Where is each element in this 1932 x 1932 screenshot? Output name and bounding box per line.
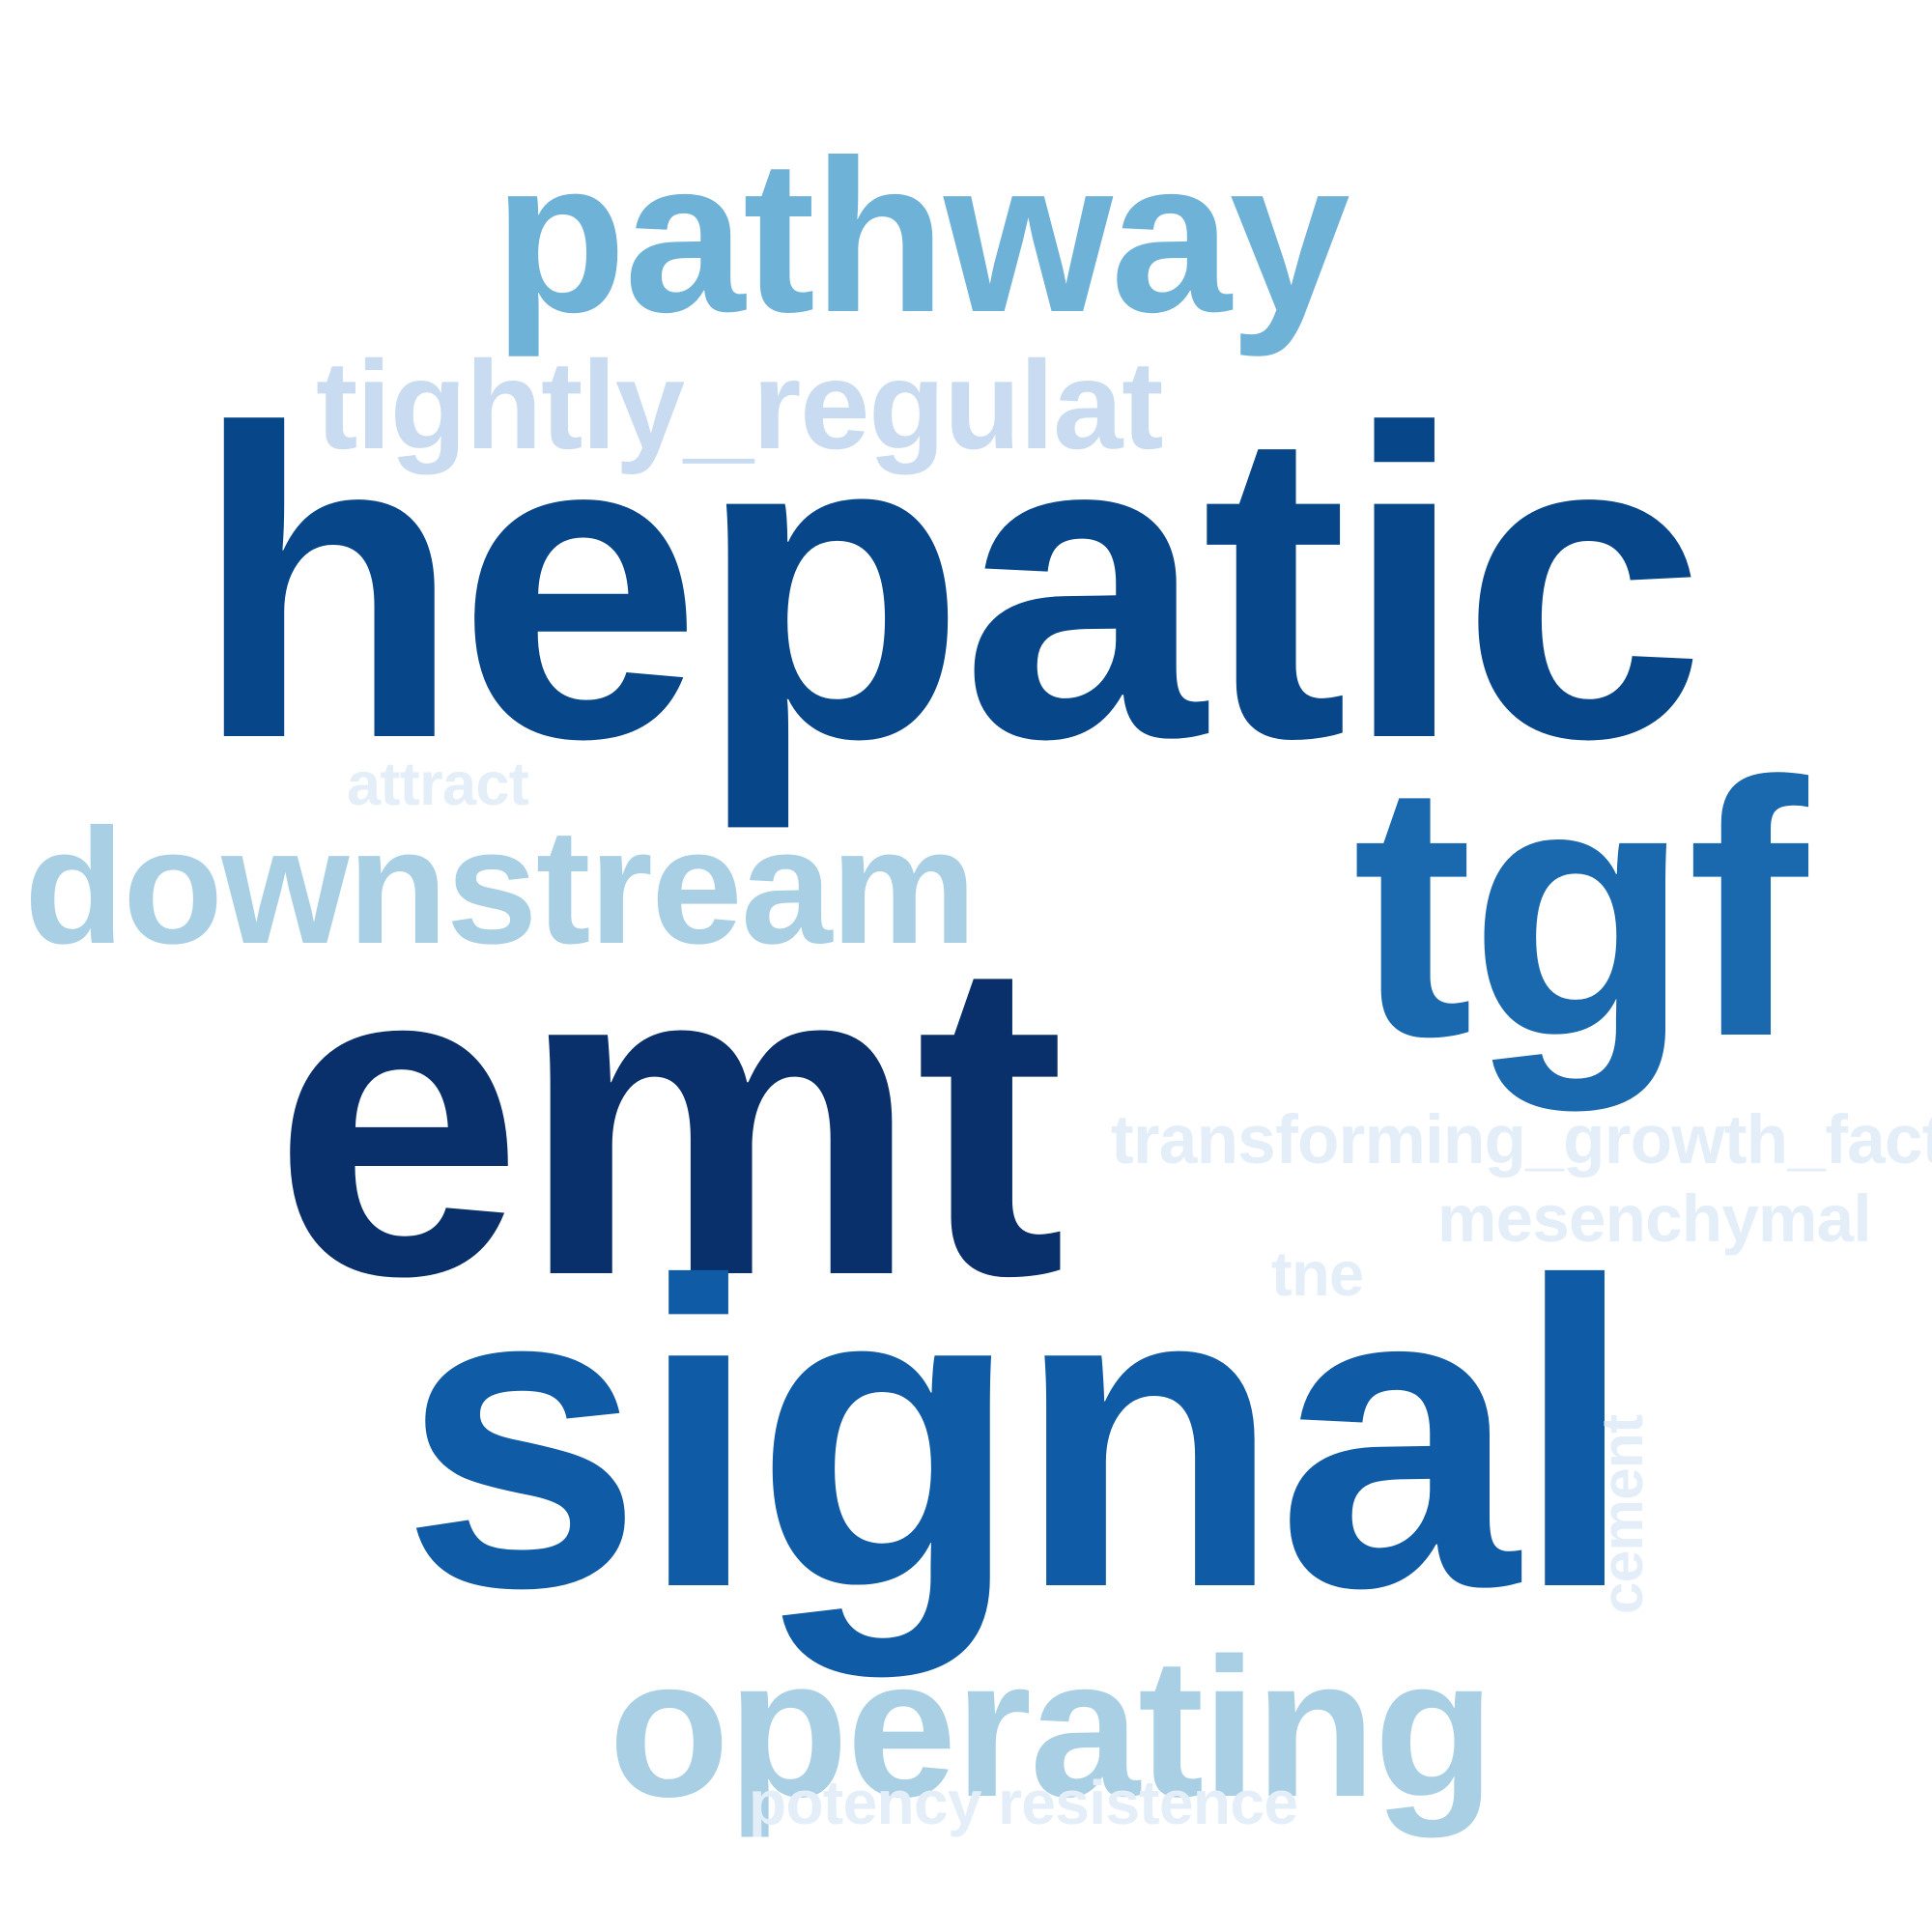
word-mesenchymal: mesenchymal [1437,1181,1872,1256]
word-potency-resistence: potency resistence [749,1768,1298,1837]
word-tne: tne [1271,1238,1364,1309]
word-tgf: tgf [1352,708,1807,1112]
word-pathway: pathway [494,114,1350,357]
word-operating: operating [609,1617,1495,1838]
word-hepatic: hepatic [193,339,1706,830]
word-cement: cement [1590,1414,1655,1615]
word-attract: attract [347,751,529,818]
word-tightly-regulat: tightly_regulat [316,334,1163,475]
word-signal: signal [401,1193,1635,1678]
word-transforming-growth-factor: transforming_growth_factor [1111,1102,1932,1179]
word-downstream: downstream [24,795,977,979]
word-emt: emt [272,865,1065,1369]
